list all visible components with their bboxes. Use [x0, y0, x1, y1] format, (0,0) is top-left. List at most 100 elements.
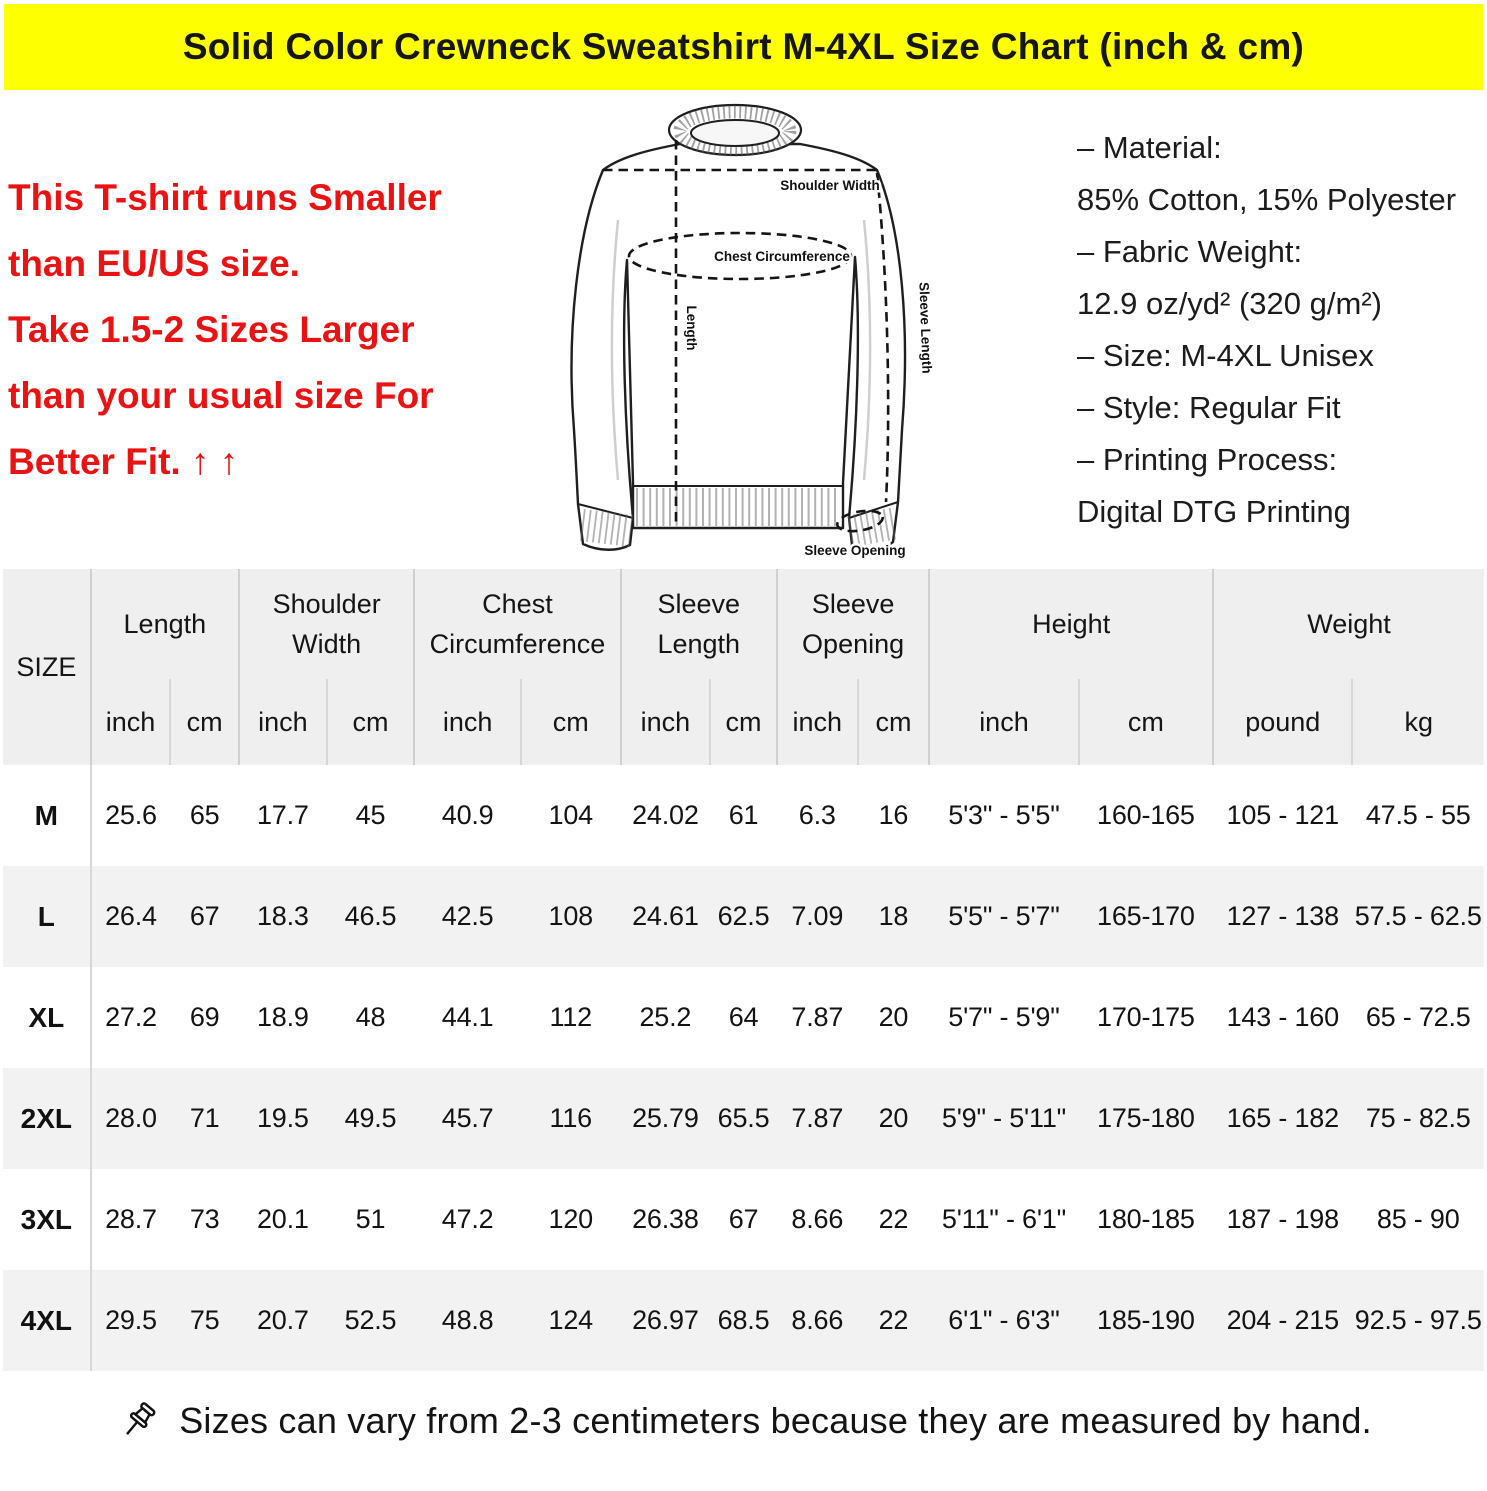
size-value-cell: 5'5" - 5'7": [948, 901, 1060, 931]
sleeve-opening-line: [835, 509, 885, 533]
table-row: 2XL 28.0 71 19.5 49.5 45.7 116 25.79 65.5 7.87 20 5…: [3, 1068, 1484, 1169]
detail-line: – Style: Regular Fit: [1077, 390, 1341, 425]
size-value-cell: 18.9: [256, 1002, 309, 1032]
size-label: 2XL: [3, 1068, 92, 1169]
unit-header-height-cm: cm: [1077, 679, 1214, 765]
table-body: M 25.6 65 17.7 45 40.9 104 24.02 61 6.3 16 5'3" - 5…: [3, 765, 1484, 1371]
size-value-cell: 20: [878, 1103, 909, 1133]
size-value-cell: 7.09: [791, 901, 844, 931]
size-label: 4XL: [3, 1270, 92, 1371]
label-sleeve-opening: Sleeve Opening: [804, 543, 905, 558]
detail-line: 12.9 oz/yd² (320 g/m²): [1077, 286, 1382, 321]
column-header-sleeve-opening: Sleeve Opening: [775, 569, 930, 679]
label-shoulder-width: Shoulder Width: [780, 178, 880, 193]
size-value-cell: 124: [548, 1305, 594, 1335]
unit-header-length-inch: inch: [89, 679, 171, 765]
size-value-cell: 20.7: [256, 1305, 309, 1335]
size-value-cell: 85 - 90: [1376, 1204, 1460, 1234]
size-value-cell: 40.9: [441, 800, 494, 830]
sleeve-length-line: [875, 172, 890, 503]
detail-line: – Material:: [1077, 130, 1222, 165]
size-value-cell: 28.0: [105, 1103, 157, 1133]
size-value-cell: 8.66: [791, 1305, 844, 1335]
unit-header-chest-circumference-inch: inch: [413, 679, 521, 765]
size-value-cell: 48.8: [441, 1305, 494, 1335]
size-value-cell: 26.4: [105, 901, 157, 931]
sweatshirt-drawing: Shoulder Width Chest Circumference Lengt…: [570, 103, 935, 561]
size-value-cell: 47.5 - 55: [1365, 800, 1471, 830]
size-value-cell: 185-190: [1097, 1305, 1195, 1335]
size-label: XL: [3, 967, 92, 1068]
size-value-cell: 180-185: [1097, 1204, 1195, 1234]
size-value-cell: 5'11" - 6'1": [941, 1204, 1067, 1234]
label-length: Length: [684, 306, 699, 351]
size-value-cell: 20: [878, 1002, 909, 1032]
size-value-cell: 46.5: [344, 901, 397, 931]
detail-line: – Fabric Weight:: [1077, 234, 1303, 269]
size-value-cell: 17.7: [256, 800, 309, 830]
size-value-cell: 7.87: [791, 1002, 844, 1032]
sweatshirt-body-outline: [570, 142, 907, 551]
size-value-cell: 187 - 198: [1226, 1204, 1339, 1234]
left-sleeve-seam: [610, 219, 620, 481]
pushpin-icon: [115, 1398, 161, 1444]
size-value-cell: 68.5: [717, 1305, 770, 1335]
warning-line: Better Fit. ↑ ↑: [8, 441, 239, 482]
detail-line: – Size: M-4XL Unisex: [1077, 338, 1374, 373]
table-row: XL 27.2 69 18.9 48 44.1 112 25.2 64 7.87 20 5'7" - …: [3, 967, 1484, 1068]
size-value-cell: 6'1" - 6'3": [948, 1305, 1060, 1335]
page-title: Solid Color Crewneck Sweatshirt M-4XL Si…: [182, 26, 1305, 67]
size-value-cell: 112: [549, 1002, 593, 1032]
table-row: L 26.4 67 18.3 46.5 42.5 108 24.61 62.5 7.09 18 5'5…: [3, 866, 1484, 967]
fit-warning: This T-shirt runs Smaller than EU/US size…: [8, 165, 528, 495]
size-value-cell: 22: [878, 1305, 909, 1335]
collar-ribbing: [673, 105, 797, 157]
size-value-cell: 75: [189, 1305, 220, 1335]
size-value-cell: 7.87: [791, 1103, 844, 1133]
unit-header-shoulder-width-cm: cm: [325, 679, 415, 765]
note: Sizes can vary from 2-3 centimeters beca…: [0, 1398, 1487, 1444]
size-value-cell: 25.79: [632, 1103, 699, 1133]
unit-header-height-inch: inch: [928, 679, 1079, 765]
size-value-cell: 5'3" - 5'5": [948, 800, 1060, 830]
collar-inner: [690, 119, 780, 147]
size-value-cell: 67: [728, 1204, 759, 1234]
table-row: M 25.6 65 17.7 45 40.9 104 24.02 61 6.3 16 5'3" - 5…: [3, 765, 1484, 866]
size-value-cell: 45.7: [441, 1103, 494, 1133]
unit-header-weight-kg: kg: [1351, 679, 1484, 765]
size-value-cell: 175-180: [1097, 1103, 1195, 1133]
warning-line: Take 1.5-2 Sizes Larger: [8, 309, 415, 350]
size-value-cell: 42.5: [441, 901, 494, 931]
size-label: 3XL: [3, 1169, 92, 1270]
size-value-cell: 170-175: [1097, 1002, 1195, 1032]
size-value-cell: 18.3: [256, 901, 309, 931]
size-value-cell: 127 - 138: [1226, 901, 1339, 931]
size-label: M: [3, 765, 92, 866]
size-value-cell: 28.7: [105, 1204, 157, 1234]
size-value-cell: 61: [728, 800, 759, 830]
size-value-cell: 52.5: [344, 1305, 397, 1335]
right-sleeve-seam: [862, 219, 872, 481]
size-value-cell: 104: [548, 800, 594, 830]
size-value-cell: 8.66: [791, 1204, 844, 1234]
column-header-height: Height: [928, 569, 1214, 679]
size-value-cell: 165-170: [1097, 901, 1195, 931]
note-text: Sizes can vary from 2-3 centimeters beca…: [179, 1400, 1372, 1441]
size-value-cell: 65 - 72.5: [1365, 1002, 1471, 1032]
size-value-cell: 45: [355, 800, 386, 830]
size-value-cell: 18: [878, 901, 909, 931]
size-value-cell: 26.38: [632, 1204, 699, 1234]
detail-line: 85% Cotton, 15% Polyester: [1077, 182, 1457, 217]
size-value-cell: 20.1: [256, 1204, 309, 1234]
table-row: 3XL 28.7 73 20.1 51 47.2 120 26.38 67 8.66 22 5'11"…: [3, 1169, 1484, 1270]
size-value-cell: 204 - 215: [1226, 1305, 1339, 1335]
size-value-cell: 73: [189, 1204, 220, 1234]
unit-header-sleeve-opening-inch: inch: [775, 679, 858, 765]
size-value-cell: 120: [548, 1204, 594, 1234]
size-value-cell: 65.5: [717, 1103, 770, 1133]
size-label: L: [3, 866, 92, 967]
table-row: 4XL 29.5 75 20.7 52.5 48.8 124 26.97 68.5 8.66 22 6…: [3, 1270, 1484, 1371]
column-header-chest-circumference: Chest Circumference: [413, 569, 621, 679]
sweatshirt-diagram: Shoulder Width Chest Circumference Lengt…: [530, 100, 1010, 570]
column-header-shoulder-width: Shoulder Width: [238, 569, 415, 679]
